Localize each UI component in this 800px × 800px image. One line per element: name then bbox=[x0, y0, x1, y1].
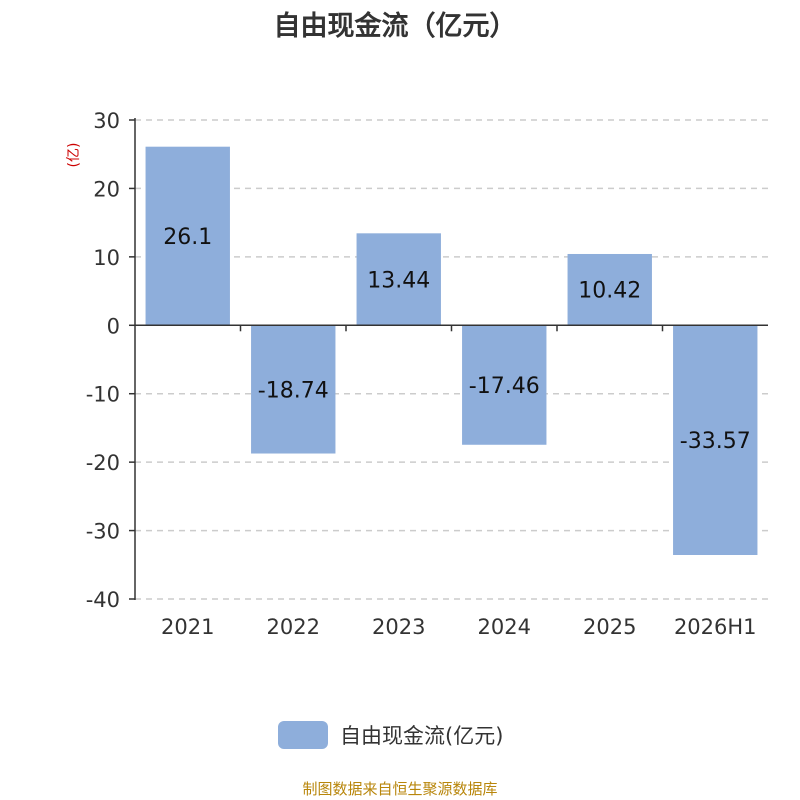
x-tick-label: 2022 bbox=[267, 615, 320, 639]
y-tick-label: 30 bbox=[93, 109, 120, 133]
bar bbox=[567, 253, 652, 326]
source-note: 制图数据来自恒生聚源数据库 bbox=[302, 780, 498, 798]
y-tick-label: -40 bbox=[86, 588, 120, 612]
x-tick-label: 2023 bbox=[372, 615, 425, 639]
x-tick-label: 2026H1 bbox=[674, 615, 757, 639]
x-tick-label: 2021 bbox=[161, 615, 214, 639]
data-labels: 26.1 -18.74 13.44 -17.46 10.42 -33.57 bbox=[163, 225, 750, 454]
legend-label: 自由现金流(亿元) bbox=[340, 724, 504, 748]
bar-value-label: -17.46 bbox=[469, 374, 540, 399]
bar bbox=[356, 233, 441, 326]
bar-value-label: 10.42 bbox=[578, 279, 641, 304]
bar-value-label: -18.74 bbox=[258, 378, 329, 403]
legend[interactable]: 自由现金流(亿元) bbox=[278, 719, 503, 751]
legend-swatch bbox=[278, 721, 328, 749]
y-tick-label: -20 bbox=[86, 451, 120, 475]
y-tick-label: -30 bbox=[86, 520, 120, 544]
x-tick-label: 2025 bbox=[583, 615, 636, 639]
bar bbox=[251, 325, 336, 454]
bar bbox=[673, 325, 758, 556]
bar-value-label: 13.44 bbox=[367, 268, 430, 293]
y-tick-label: 20 bbox=[93, 177, 120, 201]
chart-title: 自由现金流（亿元） bbox=[274, 10, 517, 42]
axes: 30 20 10 0 -10 -20 -30 -40 2021 2022 2023 2024 2025 2… bbox=[86, 109, 768, 639]
bar bbox=[462, 325, 547, 445]
bar bbox=[145, 146, 230, 326]
bar-value-label: 26.1 bbox=[163, 225, 212, 250]
y-tick-label: -10 bbox=[86, 383, 120, 407]
bars bbox=[145, 146, 758, 556]
x-tick-label: 2024 bbox=[478, 615, 531, 639]
y-axis-label: (亿) bbox=[66, 143, 82, 168]
y-tick-label: 10 bbox=[93, 246, 120, 270]
bar-value-label: -33.57 bbox=[680, 429, 751, 454]
y-tick-label: 0 bbox=[107, 314, 120, 338]
